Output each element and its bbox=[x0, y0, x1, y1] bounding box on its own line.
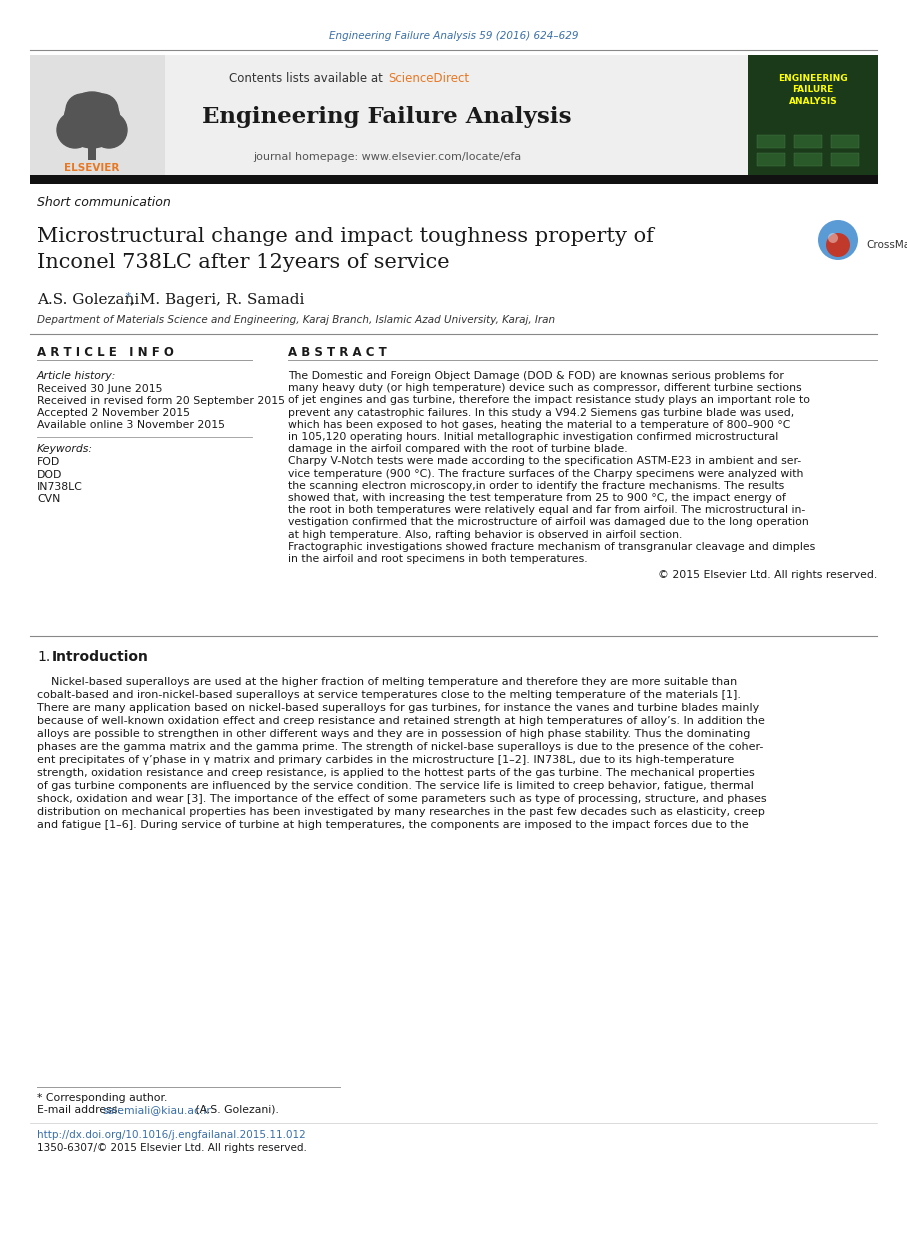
Text: Microstructural change and impact toughness property of: Microstructural change and impact toughn… bbox=[37, 228, 654, 246]
Text: IN738LC: IN738LC bbox=[37, 482, 83, 492]
Text: Introduction: Introduction bbox=[52, 649, 149, 664]
Text: Engineering Failure Analysis 59 (2016) 624–629: Engineering Failure Analysis 59 (2016) 6… bbox=[328, 31, 579, 41]
Text: DOD: DOD bbox=[37, 470, 63, 480]
Text: The Domestic and Foreign Object Damage (DOD & FOD) are knownas serious problems : The Domestic and Foreign Object Damage (… bbox=[288, 371, 784, 381]
Text: in 105,120 operating hours. Initial metallographic investigation confirmed micro: in 105,120 operating hours. Initial meta… bbox=[288, 432, 778, 442]
Text: 1350-6307/© 2015 Elsevier Ltd. All rights reserved.: 1350-6307/© 2015 Elsevier Ltd. All right… bbox=[37, 1143, 307, 1153]
Text: of jet engines and gas turbine, therefore the impact resistance study plays an i: of jet engines and gas turbine, therefor… bbox=[288, 396, 810, 406]
Text: Article history:: Article history: bbox=[37, 371, 116, 381]
Text: at high temperature. Also, rafting behavior is observed in airfoil section.: at high temperature. Also, rafting behav… bbox=[288, 529, 682, 539]
Text: A R T I C L E   I N F O: A R T I C L E I N F O bbox=[37, 346, 174, 360]
Text: There are many application based on nickel-based superalloys for gas turbines, f: There are many application based on nick… bbox=[37, 703, 759, 713]
Text: vestigation confirmed that the microstructure of airfoil was damaged due to the : vestigation confirmed that the microstru… bbox=[288, 517, 809, 527]
Text: ELSEVIER: ELSEVIER bbox=[64, 163, 120, 173]
Text: ScienceDirect: ScienceDirect bbox=[388, 72, 469, 84]
Text: CrossMark: CrossMark bbox=[866, 240, 907, 250]
Text: * Corresponding author.: * Corresponding author. bbox=[37, 1094, 168, 1103]
Text: A B S T R A C T: A B S T R A C T bbox=[288, 346, 386, 360]
FancyBboxPatch shape bbox=[748, 54, 878, 174]
Text: Inconel 738LC after 12years of service: Inconel 738LC after 12years of service bbox=[37, 254, 450, 272]
Text: and fatigue [1–6]. During service of turbine at high temperatures, the component: and fatigue [1–6]. During service of tur… bbox=[37, 820, 749, 830]
FancyBboxPatch shape bbox=[831, 153, 859, 166]
Text: Short communication: Short communication bbox=[37, 195, 171, 209]
Text: alloys are possible to strengthen in other different ways and they are in posses: alloys are possible to strengthen in oth… bbox=[37, 729, 750, 738]
Text: in the airfoil and root specimens in both temperatures.: in the airfoil and root specimens in bot… bbox=[288, 554, 588, 564]
Text: damage in the airfoil compared with the root of turbine blade.: damage in the airfoil compared with the … bbox=[288, 444, 628, 454]
FancyBboxPatch shape bbox=[794, 135, 822, 148]
Text: A.S. Golezani: A.S. Golezani bbox=[37, 293, 140, 307]
FancyBboxPatch shape bbox=[30, 54, 748, 174]
Text: Charpy V-Notch tests were made according to the specification ASTM-E23 in ambien: Charpy V-Notch tests were made according… bbox=[288, 456, 801, 466]
FancyBboxPatch shape bbox=[757, 153, 785, 166]
FancyBboxPatch shape bbox=[30, 174, 878, 184]
Text: Received 30 June 2015: Received 30 June 2015 bbox=[37, 383, 162, 395]
Text: cobalt-based and iron-nickel-based superalloys at service temperatures close to : cobalt-based and iron-nickel-based super… bbox=[37, 690, 741, 700]
Text: Nickel-based superalloys are used at the higher fraction of melting temperature : Nickel-based superalloys are used at the… bbox=[37, 677, 737, 687]
Circle shape bbox=[818, 220, 858, 260]
FancyBboxPatch shape bbox=[831, 135, 859, 148]
Text: FOD: FOD bbox=[37, 456, 60, 468]
Text: Available online 3 November 2015: Available online 3 November 2015 bbox=[37, 421, 225, 430]
Text: many heavy duty (or high temperature) device such as compressor, different turbi: many heavy duty (or high temperature) de… bbox=[288, 383, 802, 393]
Circle shape bbox=[57, 113, 93, 148]
Text: , M. Bageri, R. Samadi: , M. Bageri, R. Samadi bbox=[130, 293, 305, 307]
Text: Engineering Failure Analysis: Engineering Failure Analysis bbox=[202, 106, 571, 127]
Circle shape bbox=[91, 113, 127, 148]
Text: (A.S. Golezani).: (A.S. Golezani). bbox=[192, 1105, 278, 1115]
FancyBboxPatch shape bbox=[30, 54, 165, 174]
Text: showed that, with increasing the test temperature from 25 to 900 °C, the impact : showed that, with increasing the test te… bbox=[288, 494, 785, 503]
Text: strength, oxidation resistance and creep resistance, is applied to the hottest p: strength, oxidation resistance and creep… bbox=[37, 768, 755, 778]
Text: 1.: 1. bbox=[37, 649, 50, 664]
Text: Received in revised form 20 September 2015: Received in revised form 20 September 20… bbox=[37, 396, 285, 406]
Circle shape bbox=[86, 94, 118, 126]
Circle shape bbox=[66, 94, 98, 126]
FancyBboxPatch shape bbox=[794, 153, 822, 166]
Text: vice temperature (900 °C). The fracture surfaces of the Charpy specimens were an: vice temperature (900 °C). The fracture … bbox=[288, 469, 804, 479]
Circle shape bbox=[64, 92, 120, 148]
FancyBboxPatch shape bbox=[757, 135, 785, 148]
Text: the scanning electron microscopy,in order to identify the fracture mechanisms. T: the scanning electron microscopy,in orde… bbox=[288, 481, 785, 491]
Text: *: * bbox=[122, 292, 132, 302]
Text: which has been exposed to hot gases, heating the material to a temperature of 80: which has been exposed to hot gases, hea… bbox=[288, 419, 790, 429]
Text: © 2015 Elsevier Ltd. All rights reserved.: © 2015 Elsevier Ltd. All rights reserved… bbox=[658, 570, 877, 580]
Circle shape bbox=[828, 233, 838, 242]
Text: Fractographic investigations showed fracture mechanism of transgranular cleavage: Fractographic investigations showed frac… bbox=[288, 542, 815, 552]
Text: shock, oxidation and wear [3]. The importance of the effect of some parameters s: shock, oxidation and wear [3]. The impor… bbox=[37, 794, 766, 804]
Text: Contents lists available at: Contents lists available at bbox=[229, 72, 387, 84]
Text: of gas turbine components are influenced by the service condition. The service l: of gas turbine components are influenced… bbox=[37, 781, 754, 790]
Text: http://dx.doi.org/10.1016/j.engfailanal.2015.11.012: http://dx.doi.org/10.1016/j.engfailanal.… bbox=[37, 1131, 306, 1141]
Text: because of well-known oxidation effect and creep resistance and retained strengt: because of well-known oxidation effect a… bbox=[37, 716, 765, 726]
Text: phases are the gamma matrix and the gamma prime. The strength of nickel-base sup: phases are the gamma matrix and the gamm… bbox=[37, 742, 764, 752]
Text: distribution on mechanical properties has been investigated by many researches i: distribution on mechanical properties ha… bbox=[37, 807, 765, 816]
Text: Accepted 2 November 2015: Accepted 2 November 2015 bbox=[37, 408, 190, 418]
FancyBboxPatch shape bbox=[88, 135, 96, 160]
Text: ENGINEERING
FAILURE
ANALYSIS: ENGINEERING FAILURE ANALYSIS bbox=[778, 74, 848, 106]
Text: journal homepage: www.elsevier.com/locate/efa: journal homepage: www.elsevier.com/locat… bbox=[253, 152, 522, 162]
Circle shape bbox=[826, 233, 850, 257]
Text: E-mail address:: E-mail address: bbox=[37, 1105, 124, 1115]
Text: the root in both temperatures were relatively equal and far from airfoil. The mi: the root in both temperatures were relat… bbox=[288, 505, 805, 515]
Text: CVN: CVN bbox=[37, 495, 61, 505]
Text: ent precipitates of γ’phase in γ matrix and primary carbides in the microstructu: ent precipitates of γ’phase in γ matrix … bbox=[37, 755, 735, 764]
Text: Keywords:: Keywords: bbox=[37, 444, 93, 454]
Text: prevent any catastrophic failures. In this study a V94.2 Siemens gas turbine bla: prevent any catastrophic failures. In th… bbox=[288, 408, 795, 418]
Text: Department of Materials Science and Engineering, Karaj Branch, Islamic Azad Univ: Department of Materials Science and Engi… bbox=[37, 315, 555, 325]
Text: salemiali@kiau.ac.ir: salemiali@kiau.ac.ir bbox=[102, 1105, 210, 1115]
